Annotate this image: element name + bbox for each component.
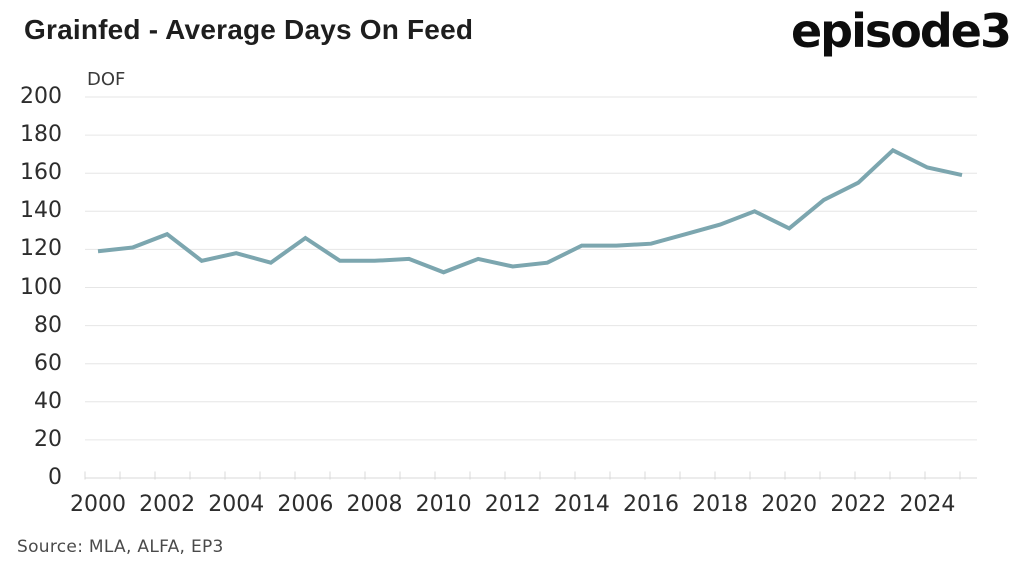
x-tick-label: 2024 (899, 492, 956, 517)
x-tick-label: 2010 (415, 492, 472, 517)
y-tick-label: 180 (20, 122, 62, 148)
y-tick-label: 60 (34, 350, 62, 376)
x-tick-label: 2020 (761, 492, 818, 517)
y-tick-label: 100 (20, 274, 62, 300)
y-tick-label: 120 (20, 236, 62, 262)
x-tick-label: 2008 (346, 492, 403, 517)
x-tick-label: 2022 (830, 492, 887, 517)
y-tick-label: 160 (20, 160, 62, 186)
y-tick-label: 200 (20, 84, 62, 109)
x-tick-label: 2004 (208, 492, 265, 517)
episode3-logo: episode3 (790, 4, 1012, 58)
x-tick-label: 2012 (484, 492, 541, 517)
y-tick-label: 40 (34, 388, 62, 414)
x-tick-label: 2006 (277, 492, 334, 517)
y-tick-label: 140 (20, 198, 62, 224)
chart-title: Grainfed - Average Days On Feed (24, 14, 474, 45)
dof-series-line (97, 147, 963, 275)
source-note: Source: MLA, ALFA, EP3 (17, 537, 224, 557)
x-tick-label: 2002 (139, 492, 196, 517)
y-tick-label: 20 (34, 426, 62, 452)
y-tick-label: 0 (48, 465, 62, 490)
x-tick-label: 2014 (553, 492, 610, 517)
x-tick-label: 2016 (622, 492, 679, 517)
x-tick-label: 2000 (70, 492, 126, 517)
x-tick-label: 2018 (692, 492, 749, 517)
y-tick-label: 80 (34, 312, 62, 338)
y-axis-title: DOF (87, 69, 126, 90)
